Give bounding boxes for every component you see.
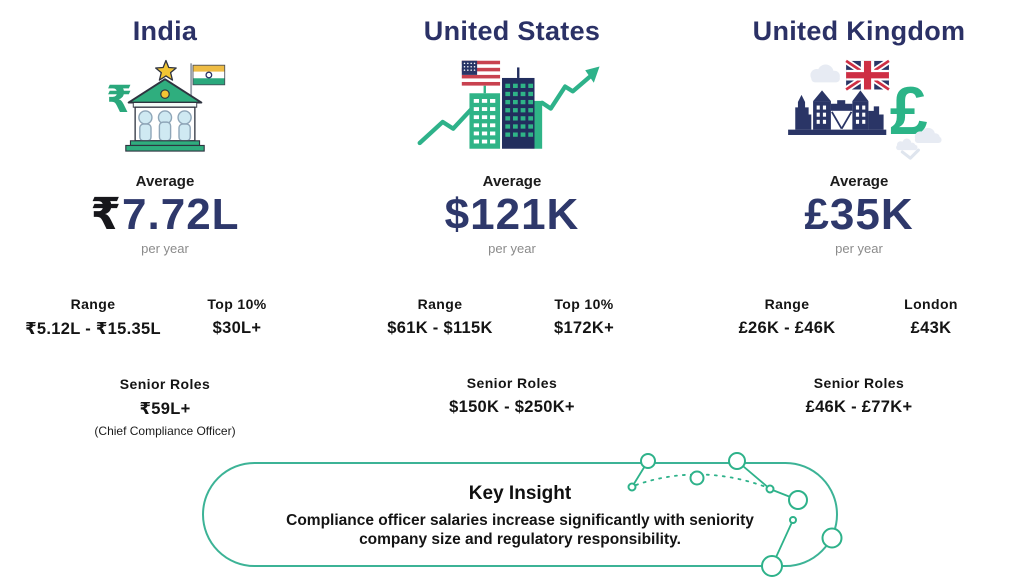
stat-london: London £43K xyxy=(859,296,1003,338)
senior-roles: Senior Roles $150K - $250K+ xyxy=(347,375,677,417)
country-column-uk: United Kingdom xyxy=(694,16,1024,417)
key-insight-title: Key Insight xyxy=(468,483,572,504)
cloud-icon-small xyxy=(895,127,942,151)
senior-label: Senior Roles xyxy=(466,375,558,391)
bank-building-icon xyxy=(125,78,205,152)
currency-symbol: ₹ xyxy=(90,190,123,239)
stat-label: London xyxy=(904,296,958,312)
uk-icon-svg: £ xyxy=(787,58,942,160)
stat-value: ₹5.12L - ₹15.35L xyxy=(25,320,161,338)
average-amount: £35K xyxy=(694,193,1024,237)
us-flag-icon xyxy=(461,60,500,86)
average-amount: ₹7.72L xyxy=(0,193,330,237)
country-column-india: India ₹ xyxy=(0,16,330,438)
stat-label: Range xyxy=(417,296,463,312)
country-title-uk: United Kingdom xyxy=(752,16,966,46)
key-insight-line1: Compliance officer salaries increase sig… xyxy=(286,512,754,529)
stat-value: £26K - £46K xyxy=(738,319,836,337)
average-label: Average xyxy=(829,173,889,190)
rupee-symbol-icon: ₹ xyxy=(106,78,132,120)
uk-flag-icon xyxy=(843,58,891,93)
chevron-down-icon xyxy=(900,148,920,160)
senior-roles: Senior Roles £46K - £77K+ xyxy=(694,375,1024,417)
country-title-india: India xyxy=(132,16,198,46)
per-year-label: per year xyxy=(488,241,536,256)
average-label: Average xyxy=(135,173,195,190)
senior-value: $150K - $250K+ xyxy=(449,398,575,416)
senior-note: (Chief Compliance Officer) xyxy=(94,424,236,438)
currency-symbol: $ xyxy=(444,190,471,239)
per-year-label: per year xyxy=(141,241,189,256)
stats-row: Range ₹5.12L - ₹15.35L Top 10% $30L+ xyxy=(21,296,309,339)
us-icon-svg xyxy=(417,60,600,149)
average-label: Average xyxy=(482,173,542,190)
senior-value: £46K - £77K+ xyxy=(805,398,913,416)
stat-value: $172K+ xyxy=(553,319,615,337)
star-icon xyxy=(155,59,177,81)
skyscraper-icon xyxy=(468,67,542,149)
amount-value: 121K xyxy=(470,190,580,239)
india-bank-icon: ₹ xyxy=(0,52,330,168)
stat-range: Range £26K - £46K xyxy=(715,296,859,338)
stat-label: Top 10% xyxy=(207,296,267,312)
stat-value: £43K xyxy=(910,319,952,337)
amount-value: 35K xyxy=(829,190,914,239)
stat-value: $61K - $115K xyxy=(387,319,493,337)
average-amount: $121K xyxy=(347,193,677,237)
senior-label: Senior Roles xyxy=(119,376,211,392)
country-title-us: United States xyxy=(423,16,601,46)
us-growth-icon xyxy=(347,52,677,168)
senior-label: Senior Roles xyxy=(813,375,905,391)
stat-range: Range ₹5.12L - ₹15.35L xyxy=(21,296,165,339)
stat-top10: Top 10% $30L+ xyxy=(165,296,309,339)
senior-value: ₹59L+ xyxy=(139,400,191,418)
tower-bridge-icon xyxy=(787,90,886,135)
key-insight-box: Key Insight Compliance officer salaries … xyxy=(202,462,838,567)
stat-value: $30L+ xyxy=(212,319,262,337)
india-flag-icon xyxy=(190,63,226,103)
stats-row: Range £26K - £46K London £43K xyxy=(715,296,1003,338)
cloud-icon xyxy=(809,64,840,83)
stat-top10: Top 10% $172K+ xyxy=(512,296,656,338)
india-icon-svg: ₹ xyxy=(106,59,226,152)
amount-value: 7.72L xyxy=(122,190,240,239)
stat-label: Range xyxy=(70,296,116,312)
uk-london-icon: £ xyxy=(694,52,1024,168)
network-decoration xyxy=(627,452,843,577)
stats-row: Range $61K - $115K Top 10% $172K+ xyxy=(368,296,656,338)
currency-symbol: £ xyxy=(804,190,830,239)
key-insight-line2: company size and regulatory responsibili… xyxy=(359,531,681,549)
stat-range: Range $61K - $115K xyxy=(368,296,512,338)
arrow-head xyxy=(584,66,600,83)
country-column-us: United States xyxy=(347,16,677,417)
senior-roles: Senior Roles ₹59L+ (Chief Compliance Off… xyxy=(0,376,330,438)
stat-label: Top 10% xyxy=(554,296,614,312)
per-year-label: per year xyxy=(835,241,883,256)
stat-label: Range xyxy=(764,296,810,312)
